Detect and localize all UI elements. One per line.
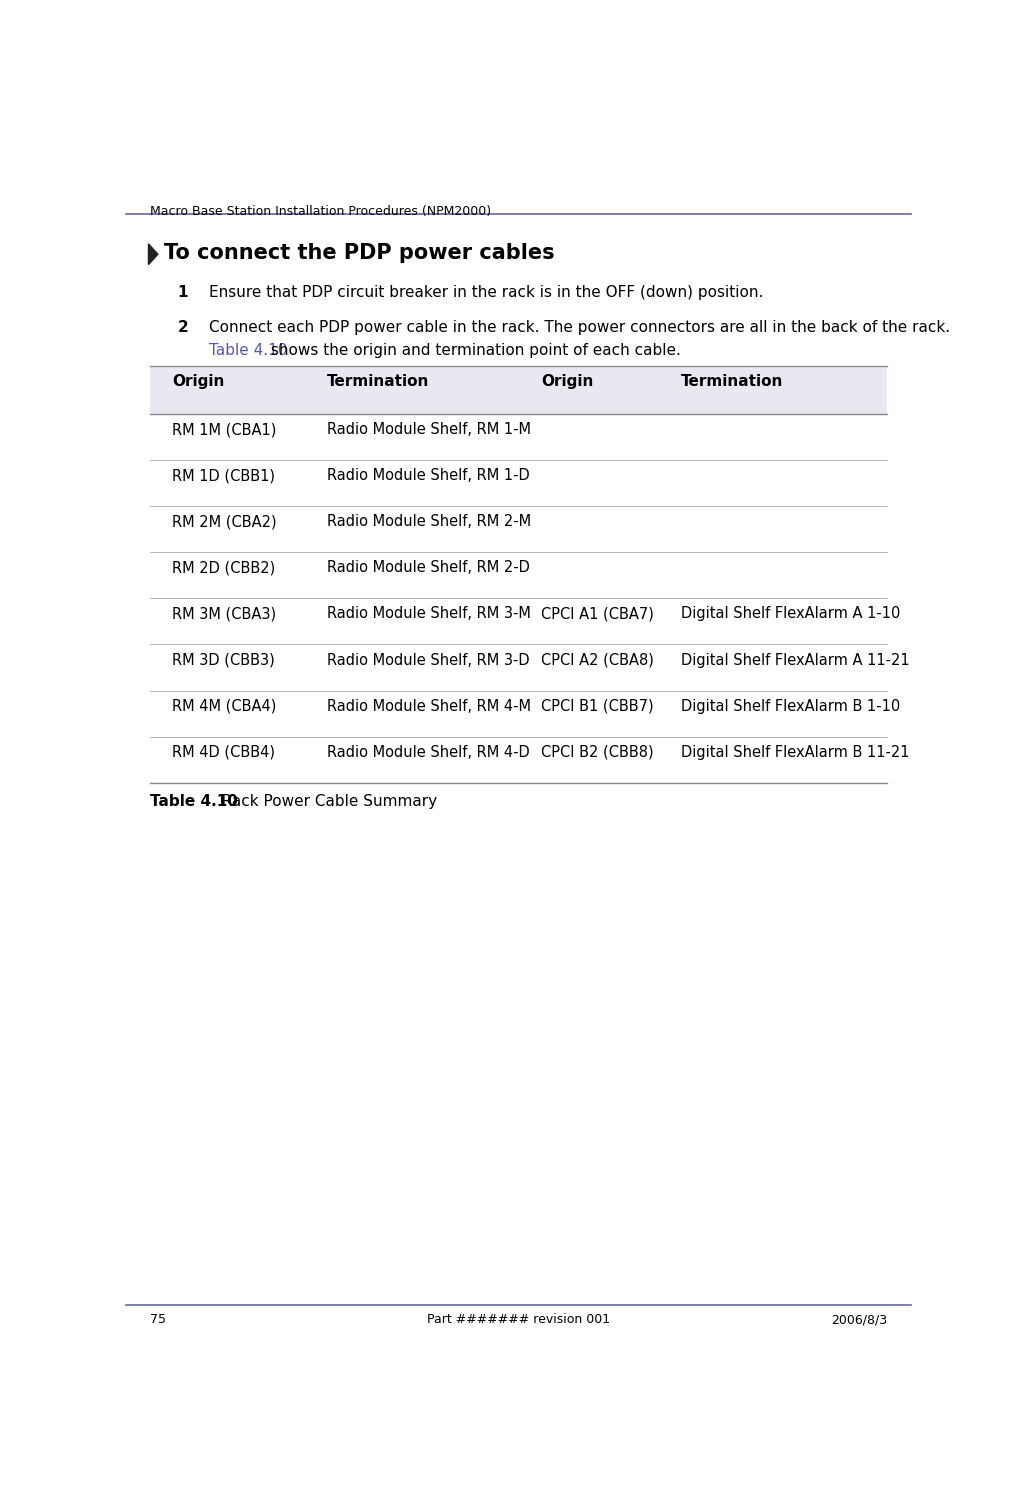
Text: Radio Module Shelf, RM 2-M: Radio Module Shelf, RM 2-M: [327, 514, 531, 529]
Text: Radio Module Shelf, RM 2-D: Radio Module Shelf, RM 2-D: [327, 561, 530, 576]
Text: RM 4M (CBA4): RM 4M (CBA4): [172, 698, 276, 713]
Text: Table 4.10: Table 4.10: [150, 794, 238, 809]
Text: CPCI A2 (CBA8): CPCI A2 (CBA8): [540, 652, 653, 668]
Text: Termination: Termination: [327, 374, 429, 389]
Text: RM 1M (CBA1): RM 1M (CBA1): [172, 422, 276, 438]
Text: To connect the PDP power cables: To connect the PDP power cables: [164, 242, 554, 263]
Text: Digital Shelf FlexAlarm B 1-10: Digital Shelf FlexAlarm B 1-10: [680, 698, 899, 713]
Polygon shape: [149, 244, 158, 265]
Text: RM 3D (CBB3): RM 3D (CBB3): [172, 652, 275, 668]
Text: Part ####### revision 001: Part ####### revision 001: [427, 1313, 610, 1326]
Text: Digital Shelf FlexAlarm A 1-10: Digital Shelf FlexAlarm A 1-10: [680, 607, 900, 622]
Text: CPCI B1 (CBB7): CPCI B1 (CBB7): [540, 698, 653, 713]
Text: Origin: Origin: [540, 374, 592, 389]
Text: Radio Module Shelf, RM 1-D: Radio Module Shelf, RM 1-D: [327, 468, 529, 483]
Text: Digital Shelf FlexAlarm B 11-21: Digital Shelf FlexAlarm B 11-21: [680, 745, 909, 759]
Text: Digital Shelf FlexAlarm A 11-21: Digital Shelf FlexAlarm A 11-21: [680, 652, 909, 668]
Text: Termination: Termination: [680, 374, 783, 389]
Text: RM 2D (CBB2): RM 2D (CBB2): [172, 561, 275, 576]
Text: 2006/8/3: 2006/8/3: [830, 1313, 887, 1326]
Text: Radio Module Shelf, RM 1-M: Radio Module Shelf, RM 1-M: [327, 422, 531, 438]
Text: Rack Power Cable Summary: Rack Power Cable Summary: [207, 794, 437, 809]
Text: CPCI A1 (CBA7): CPCI A1 (CBA7): [540, 607, 653, 622]
Text: Macro Base Station Installation Procedures (NPM2000): Macro Base Station Installation Procedur…: [150, 205, 490, 218]
Text: shows the origin and termination point of each cable.: shows the origin and termination point o…: [266, 342, 680, 357]
Text: Table 4.10: Table 4.10: [208, 342, 287, 357]
Text: RM 2M (CBA2): RM 2M (CBA2): [172, 514, 276, 529]
Text: Radio Module Shelf, RM 3-M: Radio Module Shelf, RM 3-M: [327, 607, 531, 622]
Text: Ensure that PDP circuit breaker in the rack is in the OFF (down) position.: Ensure that PDP circuit breaker in the r…: [208, 286, 762, 300]
Bar: [150, 366, 887, 414]
Text: RM 1D (CBB1): RM 1D (CBB1): [172, 468, 275, 483]
Text: CPCI B2 (CBB8): CPCI B2 (CBB8): [540, 745, 653, 759]
Text: RM 4D (CBB4): RM 4D (CBB4): [172, 745, 275, 759]
Text: 75: 75: [150, 1313, 166, 1326]
Text: Radio Module Shelf, RM 3-D: Radio Module Shelf, RM 3-D: [327, 652, 529, 668]
Text: Radio Module Shelf, RM 4-M: Radio Module Shelf, RM 4-M: [327, 698, 531, 713]
Text: 2: 2: [177, 320, 188, 335]
Text: 1: 1: [177, 286, 188, 300]
Text: Origin: Origin: [172, 374, 224, 389]
Text: RM 3M (CBA3): RM 3M (CBA3): [172, 607, 276, 622]
Text: Radio Module Shelf, RM 4-D: Radio Module Shelf, RM 4-D: [327, 745, 529, 759]
Text: Connect each PDP power cable in the rack. The power connectors are all in the ba: Connect each PDP power cable in the rack…: [208, 320, 949, 335]
